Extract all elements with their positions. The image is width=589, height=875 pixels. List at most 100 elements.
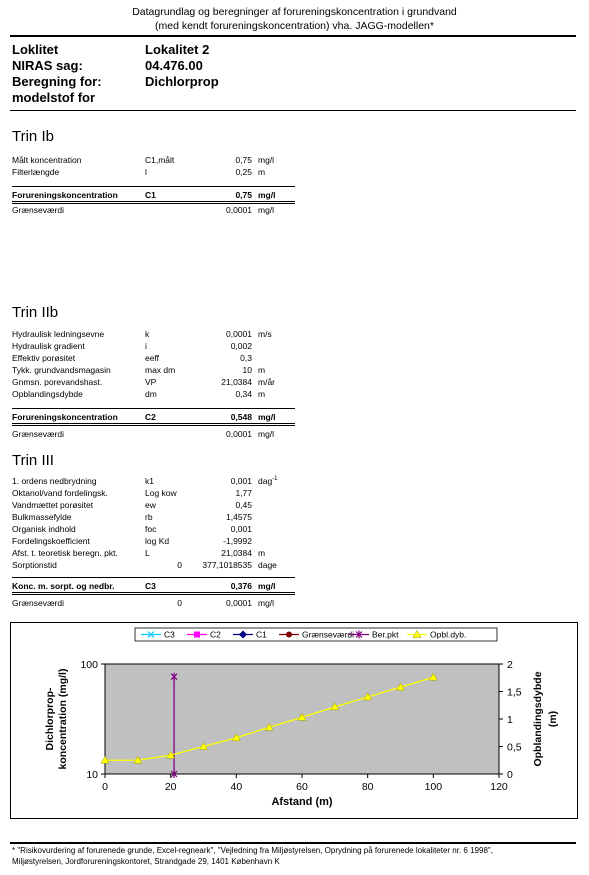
trin2-result-row: Forureningskoncentration C2 0,548 mg/l xyxy=(12,412,292,424)
data-point xyxy=(264,722,274,731)
row-symbol: ew xyxy=(145,500,156,510)
trin2-limit-row: Grænseværdi 0,0001 mg/l xyxy=(12,429,292,441)
row-value: 21,0384 xyxy=(221,548,252,558)
data-point xyxy=(199,741,208,750)
y-right-tick-label: 1,5 xyxy=(507,687,522,699)
info-value-sag: 04.476.00 xyxy=(145,58,203,73)
trin3-row: Afst. t. teoretisk beregn. pkt. L 21,0384 m xyxy=(12,548,292,560)
row-label: Sorptionstid xyxy=(12,560,57,570)
legend-label: Grænseværdi xyxy=(302,630,354,640)
row-symbol: log Kd xyxy=(145,536,170,546)
row-label: Afst. t. teoretisk beregn. pkt. xyxy=(12,548,118,558)
row-label: Hydraulisk ledningsevne xyxy=(12,329,105,339)
trin1-rule xyxy=(12,186,295,187)
y-left-tick-label: 100 xyxy=(80,659,98,671)
legend-marker xyxy=(239,630,247,639)
trin2-double-rule xyxy=(12,423,295,426)
row-value: 377,1018535 xyxy=(202,560,252,570)
trin2-row: Effektiv porøsitet eeff 0,3 xyxy=(12,353,292,365)
row-label: Tykk. grundvandsmagasin xyxy=(12,365,111,375)
trin2-row: Gnmsn. porevandshast. VP 21,0384 m/år xyxy=(12,377,292,389)
row-symbol: rb xyxy=(145,512,153,522)
unit-exponent: -1 xyxy=(272,476,278,483)
legend-item: C3 xyxy=(141,630,175,640)
trin1-title: Trin Ib xyxy=(12,128,54,145)
row-value: 21,0384 xyxy=(221,377,252,387)
x-tick-label: 20 xyxy=(165,781,177,793)
info-value-lokalitet: Lokalitet 2 xyxy=(145,42,210,57)
legend-label: C1 xyxy=(256,630,267,640)
result-value: 0,376 xyxy=(230,581,252,591)
x-axis: 0 20 40 60 80 100 120 xyxy=(102,774,508,793)
result-symbol: C1 xyxy=(145,190,156,200)
trin2-row: Tykk. grundvandsmagasin max dm 10 m xyxy=(12,365,292,377)
report-title-line2: (med kendt forureningskoncentration) vha… xyxy=(155,20,434,32)
y-axis-left-title-part: koncentration (mg/l) xyxy=(57,669,69,770)
row-label: Effektiv porøsitet xyxy=(12,353,76,363)
data-point xyxy=(100,755,110,764)
legend-marker xyxy=(194,631,200,638)
legend-label: Ber.pkt xyxy=(372,630,399,640)
concentration-chart: C3 C2 C1 Grænseværdi Ber.pkt Opbl.dyb. 0 20 40 6… xyxy=(44,627,559,808)
legend-item: C1 xyxy=(233,630,267,640)
limit-value: 0,0001 xyxy=(226,429,252,439)
row-unit: m/år xyxy=(258,377,275,387)
series-opbl-dyb- xyxy=(100,672,438,764)
row-value: -1,9992 xyxy=(223,536,252,546)
legend-item: C2 xyxy=(187,630,221,640)
row-label: Bulkmassefylde xyxy=(12,512,72,522)
limit-value: 0,0001 xyxy=(226,205,252,215)
trin3-rule xyxy=(12,577,295,578)
info-value-beregning: Dichlorprop xyxy=(145,74,219,89)
info-label-modelstof: modelstof for xyxy=(12,90,96,105)
footnote-line2: Miljøstyrelsen, Jordforureningskontoret,… xyxy=(12,857,280,866)
trin3-row: Bulkmassefylde rb 1,4575 xyxy=(12,512,292,524)
row-label: Fordelingskoefficient xyxy=(12,536,90,546)
info-label-beregning: Beregning for: xyxy=(12,74,102,89)
legend-marker xyxy=(286,631,292,638)
info-rule xyxy=(10,110,576,111)
trin3-row: Fordelingskoefficient log Kd -1,9992 xyxy=(12,536,292,548)
data-point xyxy=(166,750,176,759)
result-symbol: C2 xyxy=(145,412,156,422)
row-symbol: l xyxy=(145,167,147,177)
x-tick-label: 80 xyxy=(362,781,374,793)
row-symbol: VP xyxy=(145,377,157,387)
legend-item: Ber.pkt xyxy=(349,630,399,640)
data-point xyxy=(363,692,373,701)
limit-value: 0,0001 xyxy=(226,598,252,608)
result-symbol: C3 xyxy=(145,581,156,591)
data-point xyxy=(170,770,178,778)
legend-marker xyxy=(147,631,155,638)
row-symbol: C1,målt xyxy=(145,155,175,165)
data-point xyxy=(396,682,405,691)
legend-item: Grænseværdi xyxy=(279,630,354,640)
row-symbol: k1 xyxy=(145,476,154,486)
row-extra: 0 xyxy=(177,560,182,570)
info-label-lokalitet: Loklitet xyxy=(12,42,59,57)
trin3-row: Sorptionstid 0 377,1018535 dage xyxy=(12,560,292,572)
result-unit: mg/l xyxy=(258,412,276,422)
x-tick-label: 0 xyxy=(102,781,108,793)
y-axis-right-title-part: Opblandingsdybde xyxy=(532,671,544,766)
trin1-row: Målt koncentration C1,målt 0,75 mg/l xyxy=(12,155,292,167)
y-left-tick-label: 10 xyxy=(86,769,98,781)
trin2-row: Hydraulisk ledningsevne k 0,0001 m/s xyxy=(12,329,292,341)
y-axis-left-title-part: Dichlorprop- xyxy=(44,687,56,750)
row-symbol: max dm xyxy=(145,365,176,375)
row-label: Gnmsn. porevandshast. xyxy=(12,377,103,387)
trin3-double-rule xyxy=(12,592,295,595)
trin2-row: Hydraulisk gradient i 0,002 xyxy=(12,341,292,353)
row-unit: m xyxy=(258,365,266,375)
row-unit: m xyxy=(258,389,266,399)
trin3-row: Organisk indhold foc 0,001 xyxy=(12,524,292,536)
result-unit: mg/l xyxy=(258,581,276,591)
result-value: 0,75 xyxy=(235,190,252,200)
row-unit: m/s xyxy=(258,329,272,339)
row-symbol: dm xyxy=(145,389,157,399)
data-point xyxy=(133,755,143,764)
row-symbol: foc xyxy=(145,524,157,534)
legend-marker xyxy=(412,629,422,638)
limit-label: Grænseværdi xyxy=(12,205,64,215)
trin3-limit-row: Grænseværdi 0 0,0001 mg/l xyxy=(12,598,292,610)
